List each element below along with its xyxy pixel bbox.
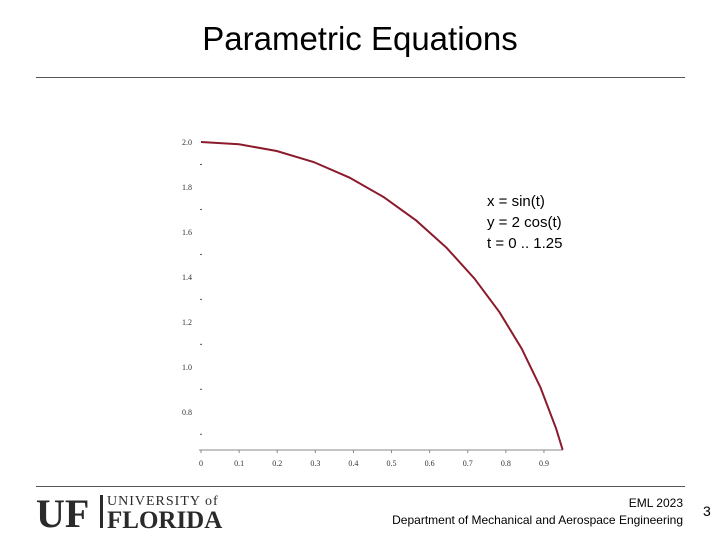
course-code: EML 2023 (628, 496, 683, 510)
title-divider (36, 77, 685, 78)
x-tick-label: 0.6 (425, 459, 435, 468)
department-name: Department of Mechanical and Aerospace E… (392, 513, 683, 527)
equation-annotation: x = sin(t) y = 2 cos(t) t = 0 .. 1.25 (487, 191, 562, 254)
logo-line1: UNIVERSITY of (107, 494, 219, 509)
logo-line2: FLORIDA (107, 507, 222, 531)
slide-title: Parametric Equations (202, 20, 518, 57)
x-tick-label: 0.4 (348, 459, 358, 468)
x-tick-label: 0.1 (234, 459, 244, 468)
uf-logo: UF UNIVERSITY of FLORIDA (36, 491, 222, 531)
y-tick-label: 2.0 (182, 138, 192, 147)
logo-mark: UF (36, 491, 89, 531)
x-tick-label: 0.3 (310, 459, 320, 468)
page-number: 3 (703, 503, 711, 519)
equation-range: t = 0 .. 1.25 (487, 235, 563, 252)
x-tick-label: 0.2 (272, 459, 282, 468)
x-tick-label: 0.9 (539, 459, 549, 468)
y-tick-label: 1.0 (182, 363, 192, 372)
footer-divider (36, 486, 685, 487)
parametric-curve-chart: 0 0.1 0.2 0.3 0.4 0.5 0.6 0.7 0.8 0.9 2.0 1.8 1.6 1.4… (182, 138, 564, 468)
x-tick-label: 0 (199, 459, 203, 468)
equation-x: x = sin(t) (487, 193, 545, 210)
y-tick-label: 1.6 (182, 228, 192, 237)
x-tick-label: 0.8 (501, 459, 511, 468)
x-tick-label: 0.5 (387, 459, 397, 468)
y-tick-label: 0.8 (182, 408, 192, 417)
footer-text: EML 2023 Department of Mechanical and Ae… (392, 495, 683, 529)
y-tick-label: 1.4 (182, 273, 192, 282)
curve-series-0 (200, 141, 564, 451)
y-tick-label: 1.2 (182, 318, 192, 327)
equation-y: y = 2 cos(t) (487, 214, 562, 231)
x-tick-label: 0.7 (463, 459, 473, 468)
y-tick-label: 1.8 (182, 183, 192, 192)
